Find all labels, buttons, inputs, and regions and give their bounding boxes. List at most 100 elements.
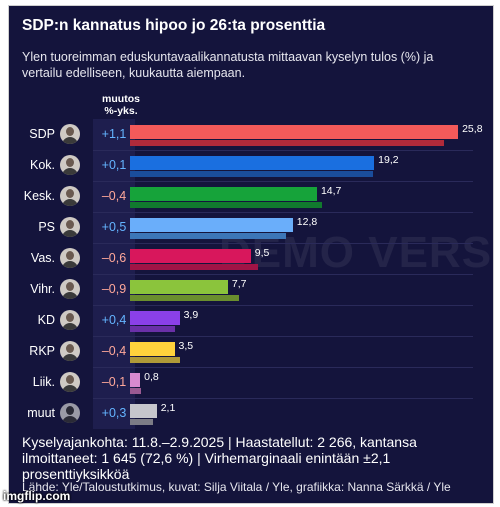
party-leader-photo-kd <box>60 310 80 330</box>
party-leader-photo-rkp <box>60 341 80 361</box>
bar-previous-kok <box>130 171 373 177</box>
bar-current-ps <box>130 218 293 232</box>
bar-value-label-kok: 19,2 <box>378 154 399 166</box>
bar-previous-vas <box>130 264 259 270</box>
bar-row-sdp: SDP +1,1 25,8 <box>9 119 493 149</box>
bar-current-muut <box>130 404 157 418</box>
source-credits: Lähde: Yle/Taloustutkimus, kuvat: Silja … <box>22 480 451 494</box>
bar-previous-sdp <box>130 140 445 146</box>
party-label-kok: Kok. <box>29 158 55 172</box>
bar-row-kesk: Kesk. –0,4 14,7 <box>9 181 493 211</box>
bar-value-label-ps: 12,8 <box>296 216 318 228</box>
bar-previous-kesk <box>130 202 323 208</box>
row-divider <box>93 243 473 244</box>
change-value-sdp: +1,1 <box>101 127 127 141</box>
avatar-shoulders <box>62 168 78 175</box>
bar-previous-muut <box>130 419 153 425</box>
bar-row-vas: Vas. –0,6 9,5 <box>9 243 493 273</box>
bar-value-label-liik: 0,8 <box>144 371 159 383</box>
bar-row-ps: PS +0,5 12,8 <box>9 212 493 242</box>
party-label-vas: Vas. <box>30 251 55 265</box>
change-value-kok: +0,1 <box>101 158 127 172</box>
avatar-shoulders <box>62 323 78 330</box>
bar-current-kesk <box>130 187 317 201</box>
change-value-vihr: –0,9 <box>101 282 127 296</box>
change-value-muut: +0,3 <box>101 406 127 420</box>
change-value-rkp: –0,4 <box>101 344 127 358</box>
bar-current-rkp <box>130 342 175 356</box>
party-label-liik: Liik. <box>32 375 55 389</box>
row-divider <box>93 274 473 275</box>
avatar-head <box>66 406 74 415</box>
avatar-head <box>66 127 74 136</box>
party-label-kd: KD <box>37 313 55 327</box>
bar-value-label-sdp: 25,8 <box>462 123 483 135</box>
avatar-head <box>66 220 74 229</box>
bar-current-kok <box>130 156 375 170</box>
row-divider <box>93 336 473 337</box>
party-leader-photo-ps <box>60 217 80 237</box>
avatar-head <box>66 282 74 291</box>
bar-previous-vihr <box>130 295 240 301</box>
party-leader-photo-liik <box>60 372 80 392</box>
avatar-head <box>66 189 74 198</box>
party-label-sdp: SDP <box>29 127 55 141</box>
avatar-shoulders <box>62 354 78 361</box>
bar-row-kok: Kok. +0,1 19,2 <box>9 150 493 180</box>
change-value-ps: +0,5 <box>101 220 127 234</box>
avatar-head <box>66 251 74 260</box>
avatar-shoulders <box>62 199 78 206</box>
change-column-header: muutos %-yks. <box>93 93 149 117</box>
chart-title: SDP:n kannatus hipoo jo 26:ta prosenttia <box>22 17 326 34</box>
chart-subtitle: Ylen tuoreimman eduskuntavaalikannatusta… <box>22 50 434 80</box>
generic-person-icon <box>60 403 80 423</box>
party-leader-photo-vas <box>60 248 80 268</box>
avatar-shoulders <box>62 292 78 299</box>
avatar-shoulders <box>62 261 78 268</box>
row-divider <box>93 305 473 306</box>
bar-current-liik <box>130 373 141 387</box>
avatar-head <box>66 158 74 167</box>
party-leader-photo-sdp <box>60 124 80 144</box>
row-divider <box>93 181 473 182</box>
bar-value-label-vihr: 7,7 <box>231 278 247 290</box>
party-label-kesk: Kesk. <box>23 189 55 203</box>
change-value-vas: –0,6 <box>101 251 127 265</box>
party-label-rkp: RKP <box>29 344 55 358</box>
change-column-header-line2: %-yks. <box>104 105 138 117</box>
avatar-head <box>66 313 74 322</box>
bar-row-kd: KD +0,4 3,9 <box>9 305 493 335</box>
bar-current-vihr <box>130 280 228 294</box>
change-column-header-line1: muutos <box>102 93 140 105</box>
row-divider <box>93 212 473 213</box>
change-value-kd: +0,4 <box>101 313 127 327</box>
bar-value-label-vas: 9,5 <box>254 247 270 259</box>
avatar-head <box>66 344 74 353</box>
party-leader-photo-vihr <box>60 279 80 299</box>
change-value-kesk: –0,4 <box>101 189 127 203</box>
row-divider <box>93 367 473 368</box>
bar-previous-rkp <box>130 357 180 363</box>
bar-current-sdp <box>130 125 459 139</box>
bar-row-vihr: Vihr. –0,9 7,7 <box>9 274 493 304</box>
avatar-head <box>66 375 74 384</box>
bar-value-label-kesk: 14,7 <box>320 185 342 197</box>
bar-previous-kd <box>130 326 175 332</box>
imgflip-watermark: imgflip.com <box>3 489 71 503</box>
bar-current-vas <box>130 249 251 263</box>
chart-frame: SDP:n kannatus hipoo jo 26:ta prosenttia… <box>8 5 494 504</box>
bar-previous-ps <box>130 233 287 239</box>
bar-value-label-muut: 2,1 <box>160 402 176 414</box>
bar-row-rkp: RKP –0,4 3,5 <box>9 336 493 366</box>
bar-current-kd <box>130 311 180 325</box>
row-divider <box>93 150 473 151</box>
row-divider <box>93 398 473 399</box>
avatar-shoulders <box>62 230 78 237</box>
bar-value-label-kd: 3,9 <box>183 309 199 321</box>
avatar-shoulders <box>62 416 78 423</box>
avatar-shoulders <box>62 385 78 392</box>
bar-row-muut: muut +0,3 2,1 <box>9 398 493 428</box>
bar-previous-liik <box>130 388 142 394</box>
survey-info: Kyselyajankohta: 11.8.–2.9.2025 | Haasta… <box>22 434 417 482</box>
party-label-vihr: Vihr. <box>30 282 55 296</box>
